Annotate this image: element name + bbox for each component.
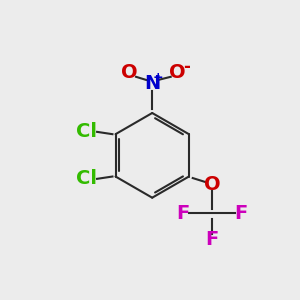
Text: Cl: Cl [76,169,97,188]
Text: -: - [183,58,190,76]
Text: +: + [153,71,164,84]
Text: F: F [206,230,219,249]
Text: F: F [235,204,248,223]
Text: F: F [176,204,189,223]
Text: O: O [204,175,220,194]
Text: Cl: Cl [76,122,97,141]
Text: O: O [121,64,137,83]
Text: O: O [169,64,186,83]
Text: N: N [144,74,160,93]
